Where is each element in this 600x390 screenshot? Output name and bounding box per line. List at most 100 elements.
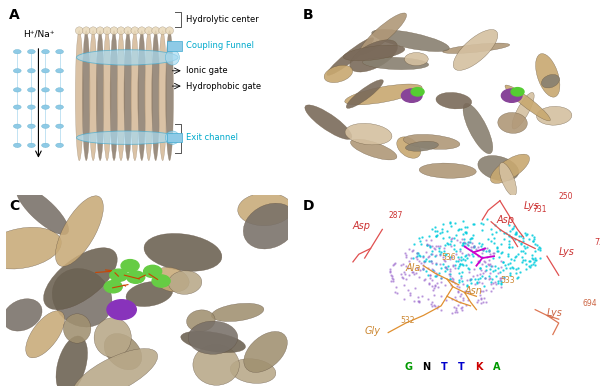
Ellipse shape <box>13 124 21 128</box>
Text: Coupling Funnel: Coupling Funnel <box>187 41 254 50</box>
Text: B: B <box>303 8 314 22</box>
Ellipse shape <box>490 154 530 183</box>
Ellipse shape <box>110 31 118 161</box>
Ellipse shape <box>76 31 83 161</box>
Ellipse shape <box>499 163 517 196</box>
Ellipse shape <box>110 27 118 34</box>
Ellipse shape <box>82 31 90 161</box>
Ellipse shape <box>512 92 534 129</box>
Text: 536: 536 <box>441 253 456 262</box>
Ellipse shape <box>463 103 493 154</box>
Ellipse shape <box>117 27 125 34</box>
Text: N: N <box>422 362 430 372</box>
Text: Hydrolytic center: Hydrolytic center <box>187 15 259 24</box>
Ellipse shape <box>77 131 178 144</box>
Ellipse shape <box>406 141 439 151</box>
Circle shape <box>104 281 122 293</box>
Ellipse shape <box>41 143 49 147</box>
Text: Hydrophobic gate: Hydrophobic gate <box>187 82 262 90</box>
Ellipse shape <box>158 27 167 34</box>
Ellipse shape <box>505 85 550 121</box>
Circle shape <box>411 88 424 96</box>
Ellipse shape <box>324 65 353 83</box>
Bar <box>167 41 182 51</box>
Ellipse shape <box>244 332 287 372</box>
Ellipse shape <box>56 88 64 92</box>
Bar <box>167 133 182 142</box>
Text: Gly: Gly <box>365 326 380 336</box>
Ellipse shape <box>96 27 104 34</box>
Circle shape <box>107 300 136 319</box>
Ellipse shape <box>82 27 90 34</box>
Ellipse shape <box>152 27 160 34</box>
Ellipse shape <box>13 105 21 109</box>
Ellipse shape <box>89 31 97 161</box>
Ellipse shape <box>443 43 509 53</box>
Ellipse shape <box>56 69 64 73</box>
Ellipse shape <box>536 53 560 97</box>
Ellipse shape <box>41 69 49 73</box>
Ellipse shape <box>397 137 421 158</box>
Ellipse shape <box>343 45 405 61</box>
Ellipse shape <box>238 193 293 226</box>
Ellipse shape <box>41 50 49 54</box>
Text: C: C <box>9 199 19 213</box>
Ellipse shape <box>498 113 527 133</box>
Circle shape <box>502 89 522 102</box>
Ellipse shape <box>41 124 49 128</box>
Ellipse shape <box>350 40 397 72</box>
Ellipse shape <box>166 131 179 144</box>
Ellipse shape <box>243 203 297 249</box>
Ellipse shape <box>44 248 117 310</box>
Ellipse shape <box>89 27 97 34</box>
Text: 731: 731 <box>532 206 547 214</box>
Ellipse shape <box>166 27 173 34</box>
Ellipse shape <box>436 92 472 109</box>
Text: 532: 532 <box>400 316 415 325</box>
Ellipse shape <box>16 186 69 235</box>
Text: Lys: Lys <box>547 308 563 319</box>
Ellipse shape <box>13 143 21 147</box>
Ellipse shape <box>77 50 178 65</box>
Ellipse shape <box>166 31 173 161</box>
Ellipse shape <box>3 299 42 331</box>
Text: A: A <box>493 362 501 372</box>
Ellipse shape <box>403 135 460 149</box>
Ellipse shape <box>28 105 35 109</box>
Ellipse shape <box>124 31 132 161</box>
Ellipse shape <box>345 123 392 145</box>
Text: G: G <box>405 362 413 372</box>
Circle shape <box>152 275 170 287</box>
Ellipse shape <box>117 31 125 161</box>
Ellipse shape <box>362 57 428 69</box>
Ellipse shape <box>350 139 397 160</box>
Ellipse shape <box>187 310 215 332</box>
Ellipse shape <box>152 31 160 161</box>
Ellipse shape <box>359 13 407 54</box>
Ellipse shape <box>13 50 21 54</box>
Ellipse shape <box>166 50 179 65</box>
Text: 730: 730 <box>594 238 600 247</box>
Ellipse shape <box>96 31 104 161</box>
Ellipse shape <box>144 234 222 271</box>
Text: Lys: Lys <box>559 247 575 257</box>
Text: 250: 250 <box>559 192 573 201</box>
Ellipse shape <box>211 303 264 321</box>
Text: 533: 533 <box>500 276 515 285</box>
Circle shape <box>511 88 524 96</box>
Ellipse shape <box>346 80 383 108</box>
Text: Asp: Asp <box>497 215 515 225</box>
Ellipse shape <box>0 227 61 269</box>
Text: K: K <box>476 362 483 372</box>
Ellipse shape <box>41 105 49 109</box>
Ellipse shape <box>305 105 352 139</box>
Ellipse shape <box>536 106 572 125</box>
Ellipse shape <box>56 50 64 54</box>
Ellipse shape <box>453 30 498 71</box>
Ellipse shape <box>345 84 422 105</box>
Ellipse shape <box>145 31 152 161</box>
Ellipse shape <box>28 124 35 128</box>
Text: 694: 694 <box>582 299 597 308</box>
Ellipse shape <box>158 31 167 161</box>
Ellipse shape <box>138 27 146 34</box>
